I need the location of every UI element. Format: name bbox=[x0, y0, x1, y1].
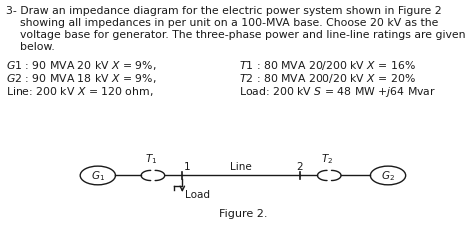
Text: $T2$ : 80 MVA 200/20 kV $X$ = 20%: $T2$ : 80 MVA 200/20 kV $X$ = 20% bbox=[239, 72, 416, 85]
Text: Load: 200 kV $S$ = 48 MW +$j$64 Mvar: Load: 200 kV $S$ = 48 MW +$j$64 Mvar bbox=[239, 84, 437, 98]
Text: $G1$ : 90 MVA 20 kV $X$ = 9%,: $G1$ : 90 MVA 20 kV $X$ = 9%, bbox=[6, 59, 156, 72]
Text: Figure 2.: Figure 2. bbox=[219, 208, 267, 218]
Text: 2: 2 bbox=[297, 161, 303, 171]
Text: $T_1$: $T_1$ bbox=[145, 151, 157, 165]
Text: voltage base for generator. The three-phase power and line-line ratings are give: voltage base for generator. The three-ph… bbox=[6, 30, 465, 40]
Text: $T_2$: $T_2$ bbox=[321, 151, 334, 165]
Text: showing all impedances in per unit on a 100-MVA base. Choose 20 kV as the: showing all impedances in per unit on a … bbox=[6, 18, 438, 28]
Text: below.: below. bbox=[6, 42, 55, 52]
Text: Load: Load bbox=[185, 189, 210, 199]
Text: $G_1$: $G_1$ bbox=[91, 169, 105, 183]
Text: 1: 1 bbox=[183, 161, 190, 171]
Text: Line: 200 kV $X$ = 120 ohm,: Line: 200 kV $X$ = 120 ohm, bbox=[6, 84, 153, 97]
Text: 3- Draw an impedance diagram for the electric power system shown in Figure 2: 3- Draw an impedance diagram for the ele… bbox=[6, 6, 441, 16]
Text: Line: Line bbox=[230, 162, 252, 172]
Text: $G2$ : 90 MVA 18 kV $X$ = 9%,: $G2$ : 90 MVA 18 kV $X$ = 9%, bbox=[6, 72, 156, 85]
Text: $T1$ : 80 MVA 20/200 kV $X$ = 16%: $T1$ : 80 MVA 20/200 kV $X$ = 16% bbox=[239, 59, 416, 72]
Text: $G_2$: $G_2$ bbox=[381, 169, 395, 183]
